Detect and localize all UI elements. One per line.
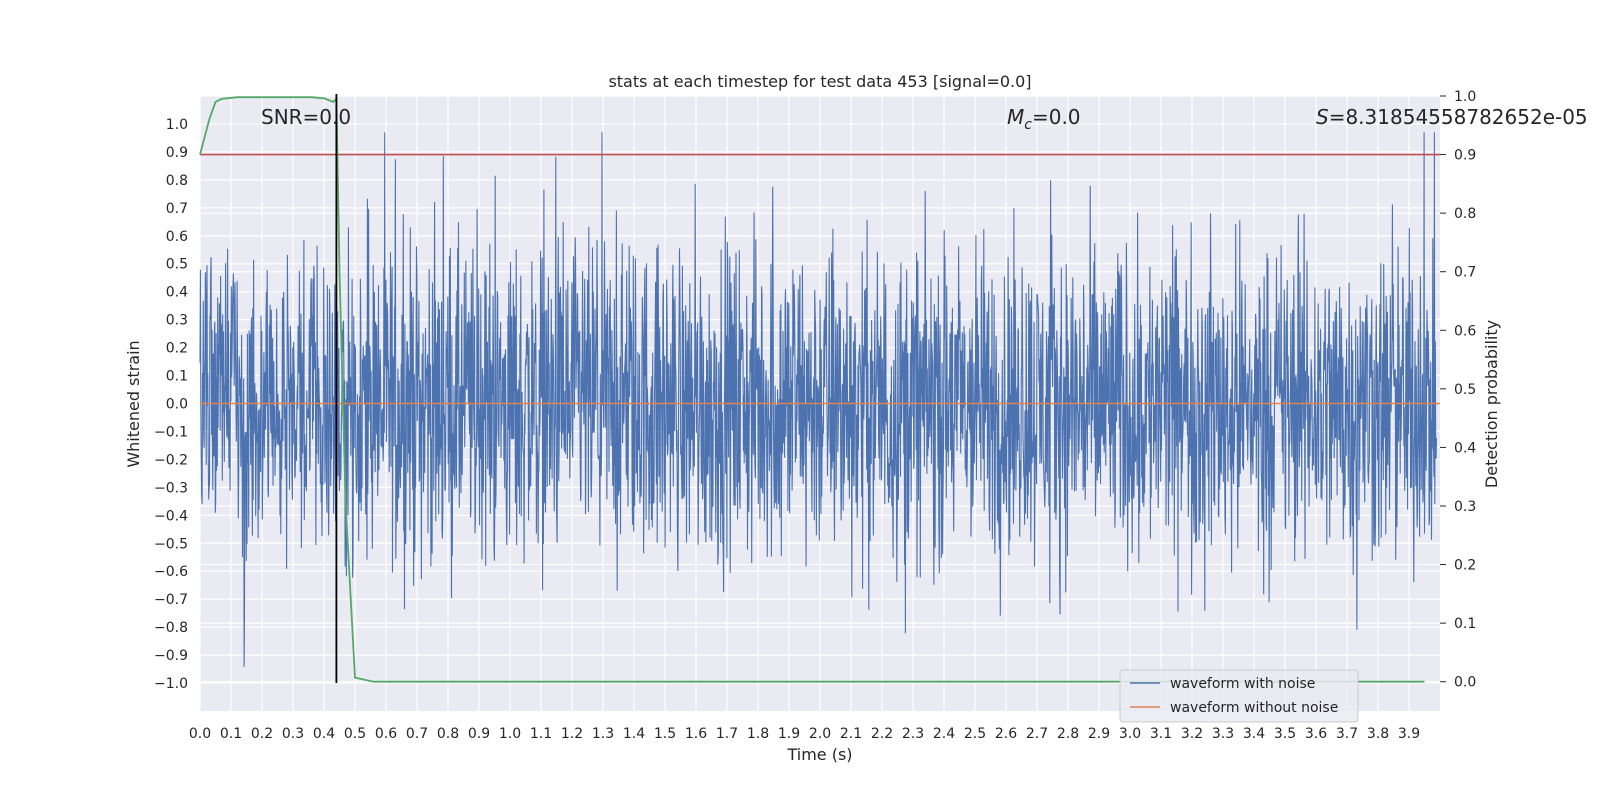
- y-ticks: 1.0 0.9 0.8 0.7 0.6 0.5 0.4 0.3 0.2 0.1 0.0 −0.1 −0.…: [154, 117, 188, 692]
- y-tick-label: 0.6: [166, 229, 188, 245]
- x-tick-label: 2.6: [995, 726, 1017, 742]
- y2-tick-label: 0.9: [1454, 148, 1476, 164]
- x-tick-label: 3.1: [1150, 726, 1172, 742]
- x-tick-label: 1.0: [499, 726, 521, 742]
- y-tick-label: 0.2: [166, 341, 188, 357]
- x-tick-label: 0.9: [468, 726, 490, 742]
- x-tick-label: 2.5: [964, 726, 986, 742]
- x-tick-label: 2.2: [871, 726, 893, 742]
- x-tick-label: 0.2: [251, 726, 273, 742]
- y-tick-label: −0.2: [154, 452, 188, 468]
- y2-tick-label: 0.6: [1454, 323, 1476, 339]
- x-tick-label: 0.3: [282, 726, 304, 742]
- y-tick-label: 0.5: [166, 257, 188, 273]
- y-tick-label: −0.6: [154, 564, 188, 580]
- x-ticks: 0.0 0.1 0.2 0.3 0.4 0.5 0.6 0.7 0.8 0.9 1.0 1.1 1.2 1…: [189, 726, 1420, 742]
- y2-axis-label: Detection probability: [1482, 320, 1501, 488]
- snr-annotation: SNR=0.0: [261, 105, 351, 129]
- x-tick-label: 2.4: [933, 726, 955, 742]
- x-tick-label: 1.5: [654, 726, 676, 742]
- y-tick-label: 1.0: [166, 117, 188, 133]
- noisy-waveform-line: [199, 132, 1438, 667]
- x-tick-label: 2.8: [1057, 726, 1079, 742]
- y-tick-label: 0.9: [166, 145, 188, 161]
- y2-tick-label: 0.5: [1454, 382, 1476, 398]
- x-tick-label: 2.0: [809, 726, 831, 742]
- y-tick-label: −0.5: [154, 536, 188, 552]
- y-tick-label: −0.7: [154, 592, 188, 608]
- x-tick-label: 2.3: [902, 726, 924, 742]
- y-tick-label: −0.9: [154, 648, 188, 664]
- x-tick-label: 0.5: [344, 726, 366, 742]
- x-tick-label: 0.6: [375, 726, 397, 742]
- x-tick-label: 3.5: [1274, 726, 1296, 742]
- y2-tick-label: 0.4: [1454, 440, 1476, 456]
- detection-probability-line: [199, 96, 1425, 683]
- legend-box: [1119, 669, 1359, 723]
- x-tick-label: 3.3: [1212, 726, 1234, 742]
- y2-tick-label: 1.0: [1454, 89, 1476, 105]
- y-tick-label: −0.4: [154, 508, 188, 524]
- mc-symbol: M: [1007, 105, 1024, 129]
- x-tick-label: 1.2: [561, 726, 583, 742]
- x-tick-label: 3.0: [1119, 726, 1141, 742]
- y-tick-label: 0.0: [166, 397, 188, 413]
- x-tick-label: 3.4: [1243, 726, 1265, 742]
- y2-tick-label: 0.8: [1454, 206, 1476, 222]
- x-tick-label: 3.6: [1305, 726, 1327, 742]
- noise-series: [199, 132, 1438, 667]
- x-tick-label: 1.1: [530, 726, 552, 742]
- y-tick-label: 0.4: [166, 285, 188, 301]
- x-tick-label: 1.6: [685, 726, 707, 742]
- overlay-layer: [199, 94, 1440, 684]
- y2-tick-label: 0.1: [1454, 616, 1476, 632]
- x-tick-label: 1.4: [623, 726, 645, 742]
- legend-label-noise: waveform with noise: [1170, 676, 1315, 692]
- legend-label-clean: waveform without noise: [1170, 700, 1338, 716]
- x-tick-label: 0.1: [220, 726, 242, 742]
- y-tick-label: 0.7: [166, 201, 188, 217]
- s-symbol: S: [1316, 105, 1329, 129]
- mc-subscript: c: [1024, 117, 1032, 133]
- s-value: =8.31854558782652e-05: [1329, 105, 1588, 129]
- x-tick-label: 2.9: [1088, 726, 1110, 742]
- y2-tick-label: 0.7: [1454, 265, 1476, 281]
- y-tick-label: −0.8: [154, 620, 188, 636]
- x-tick-label: 2.1: [840, 726, 862, 742]
- x-tick-label: 1.8: [747, 726, 769, 742]
- y-tick-label: −0.3: [154, 480, 188, 496]
- x-tick-label: 3.2: [1181, 726, 1203, 742]
- x-tick-label: 3.7: [1336, 726, 1358, 742]
- x-tick-label: 3.9: [1398, 726, 1420, 742]
- y-tick-label: 0.1: [166, 369, 188, 385]
- y2-ticks: 1.0 0.9 0.8 0.7 0.6 0.5 0.4 0.3 0.2 0.1 0.0: [1440, 89, 1476, 691]
- x-tick-label: 2.7: [1026, 726, 1048, 742]
- y2-tick-label: 0.2: [1454, 558, 1476, 574]
- mc-annotation: Mc=0.0: [1007, 105, 1081, 133]
- x-tick-label: 0.0: [189, 726, 211, 742]
- chart-title: stats at each timestep for test data 453…: [608, 72, 1031, 91]
- y-tick-label: −1.0: [154, 676, 188, 692]
- x-tick-label: 3.8: [1367, 726, 1389, 742]
- x-tick-label: 1.3: [592, 726, 614, 742]
- y-tick-label: 0.8: [166, 173, 188, 189]
- y-tick-label: −0.1: [154, 424, 188, 440]
- x-tick-label: 0.4: [313, 726, 335, 742]
- x-tick-label: 1.7: [716, 726, 738, 742]
- x-tick-label: 0.8: [437, 726, 459, 742]
- y2-tick-label: 0.0: [1454, 675, 1476, 691]
- x-tick-label: 1.9: [778, 726, 800, 742]
- y-axis-label: Whitened strain: [124, 340, 143, 467]
- x-axis-label: Time (s): [786, 745, 852, 764]
- y2-tick-label: 0.3: [1454, 499, 1476, 515]
- legend: waveform with noise waveform without noi…: [1119, 669, 1359, 723]
- x-tick-label: 0.7: [406, 726, 428, 742]
- mc-value: =0.0: [1032, 105, 1081, 129]
- s-annotation: S=8.31854558782652e-05: [1316, 105, 1588, 129]
- y-tick-label: 0.3: [166, 313, 188, 329]
